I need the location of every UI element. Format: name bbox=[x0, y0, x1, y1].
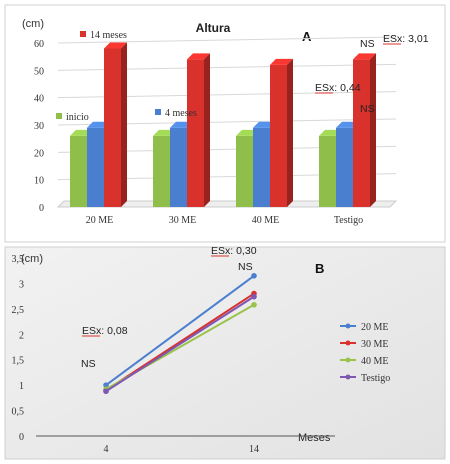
panel-a-letter: A bbox=[302, 29, 312, 44]
panel-b-x-axis-label: Meses bbox=[298, 432, 331, 444]
panel-b-legend-marker bbox=[345, 340, 351, 346]
panel-a-bar-14-meses bbox=[187, 53, 210, 208]
panel-a-x-tick-label: 20 ME bbox=[86, 215, 114, 226]
panel-b-point-40-me bbox=[251, 301, 257, 308]
panel-b-legend-label: 30 ME bbox=[361, 339, 389, 350]
panel-a-y-tick-label: 30 bbox=[34, 121, 44, 132]
panel-b-legend-label: 20 ME bbox=[361, 322, 389, 333]
panel-a-title: Altura bbox=[196, 21, 231, 35]
panel-a-annotation-esx: ESx: 0,44 bbox=[315, 82, 361, 94]
panel-a-annotation-ns: NS bbox=[360, 38, 375, 50]
panel-a-bar-chart: (cm) Altura A 0 10 20 30 40 50 60 20 ME 30 ME 40… bbox=[4, 4, 446, 243]
panel-b-legend-label: 40 ME bbox=[361, 356, 389, 367]
panel-a-legend-swatch bbox=[155, 109, 161, 115]
panel-b-y-tick-label: 3 bbox=[19, 279, 24, 290]
panel-a-legend-swatch bbox=[56, 113, 62, 119]
panel-b-unit-label: (cm) bbox=[21, 253, 43, 265]
panel-a-y-tick-label: 10 bbox=[34, 176, 44, 187]
panel-b-y-tick-label: 2,5 bbox=[12, 305, 25, 316]
panel-a-y-tick-label: 0 bbox=[39, 203, 44, 214]
panel-b-y-tick-label: 0 bbox=[19, 432, 24, 443]
panel-a-x-tick-label: 30 ME bbox=[169, 215, 197, 226]
panel-a-annotation-esx: ESx: 3,01 bbox=[383, 33, 429, 45]
panel-b-y-tick-label: 1,5 bbox=[12, 356, 25, 367]
panel-a-legend-label: 14 meses bbox=[90, 30, 127, 41]
panel-a-y-tick-label: 60 bbox=[34, 39, 44, 50]
panel-b-y-tick-label: 0,5 bbox=[12, 407, 25, 418]
panel-b-annotation-ns: NS bbox=[81, 358, 96, 370]
panel-a-x-tick-label: 40 ME bbox=[252, 215, 280, 226]
panel-a-y-tick-label: 50 bbox=[34, 66, 44, 77]
panel-b-legend-label: Testigo bbox=[361, 373, 390, 384]
panel-a-legend-label: 4 meses bbox=[165, 108, 197, 119]
panel-a-legend-label: inicio bbox=[66, 112, 89, 123]
panel-b-background bbox=[4, 246, 446, 460]
panel-b-point-testigo bbox=[251, 293, 257, 300]
panel-a-unit-label: (cm) bbox=[22, 18, 44, 30]
panel-a-bar-14-meses bbox=[270, 58, 293, 207]
panel-a-y-tick-label: 40 bbox=[34, 94, 44, 105]
panel-b-line-20-me bbox=[105, 274, 255, 386]
panel-b-y-tick-label: 1 bbox=[19, 381, 24, 392]
panel-a-gridline bbox=[57, 36, 397, 44]
panel-a-legend-swatch bbox=[80, 31, 86, 37]
panel-b-x-tick-label: 14 bbox=[249, 444, 259, 455]
panel-b-line-chart: (cm) B Meses 0 0,5 1 1,5 2 2,5 3 3,5 4 14 20 ME 3… bbox=[4, 245, 446, 460]
panel-b-letter: B bbox=[315, 261, 324, 276]
panel-b-legend-marker bbox=[345, 374, 351, 380]
panel-b-point-20-me bbox=[103, 382, 109, 388]
panel-b-legend-marker bbox=[345, 323, 351, 329]
panel-b-x-tick-label: 4 bbox=[104, 444, 109, 455]
panel-b-annotation-ns: NS bbox=[238, 261, 253, 273]
panel-b-line-testigo bbox=[105, 295, 255, 393]
panel-a-annotation-ns: NS bbox=[360, 103, 375, 115]
panel-b-legend-marker bbox=[345, 357, 351, 363]
panel-a-bar-14-meses bbox=[353, 53, 376, 208]
panel-b-point-20-me bbox=[251, 273, 257, 279]
panel-b-point-testigo bbox=[103, 388, 109, 395]
panel-b-y-tick-label: 3,5 bbox=[12, 254, 25, 265]
panel-a-y-tick-label: 20 bbox=[34, 148, 44, 159]
panel-a-bar-14-meses bbox=[104, 42, 127, 207]
panel-b-annotation-esx: ESx: 0,08 bbox=[82, 325, 128, 337]
panel-b-annotation-esx: ESx: 0,30 bbox=[211, 245, 257, 257]
panel-b-y-tick-label: 2 bbox=[19, 330, 24, 341]
panel-a-x-tick-label: Testigo bbox=[334, 215, 363, 226]
